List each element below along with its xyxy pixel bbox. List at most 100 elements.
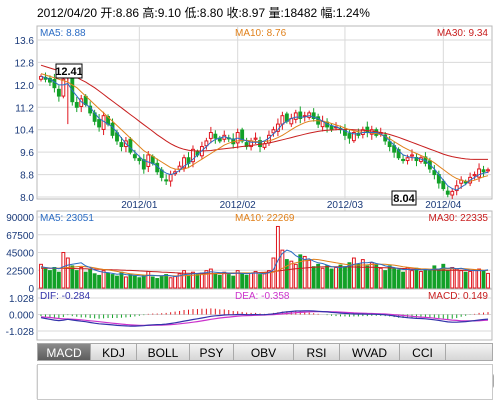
volume-bar <box>43 268 48 289</box>
volume-bar <box>360 259 365 289</box>
candle-body <box>182 157 186 169</box>
volume-bar <box>369 262 374 289</box>
volume-bar <box>235 270 240 289</box>
volume-bar <box>88 268 93 289</box>
candle-body <box>454 185 459 192</box>
candle-body <box>150 156 155 164</box>
price-y-tick: 13.6 <box>15 36 35 47</box>
candle-body <box>253 137 258 140</box>
volume-bar <box>427 270 432 289</box>
quote-header: 2012/04/20 开:8.86 高:9.10 低:8.80 收:8.97 量… <box>37 6 370 20</box>
candle-body <box>450 190 455 196</box>
candle-body <box>472 174 477 177</box>
volume-bar <box>405 266 410 289</box>
volume-bar <box>486 272 490 289</box>
volume-y-tick: 0 <box>28 284 34 295</box>
volume-bar <box>39 263 43 289</box>
volume-bar <box>48 270 52 289</box>
volume-bar <box>115 275 119 289</box>
candle-body <box>97 119 102 128</box>
time-navigator[interactable] <box>37 364 493 400</box>
candle-body <box>486 169 490 172</box>
volume-bar <box>441 263 446 289</box>
volume-bar <box>472 269 477 289</box>
candle-body <box>132 154 137 159</box>
volume-bar <box>119 271 124 289</box>
candle-body <box>244 142 249 148</box>
volume-bar <box>271 257 276 289</box>
candle-body <box>141 159 146 170</box>
candle-body <box>387 141 392 148</box>
candle-body <box>347 133 352 139</box>
candle-body <box>191 148 195 163</box>
tab-boll[interactable]: BOLL <box>137 343 190 361</box>
volume-bar <box>468 270 473 289</box>
tab-kdj[interactable]: KDJ <box>91 343 137 361</box>
volume-bar <box>410 270 414 289</box>
x-tick-label: 2012/03 <box>327 200 364 211</box>
x-tick-label: 2012/02 <box>220 200 257 211</box>
volume-bar <box>240 273 245 289</box>
ma30-line <box>40 64 488 160</box>
candle-body <box>137 158 142 162</box>
volume-y-tick: 67500 <box>6 231 34 242</box>
volume-bar <box>347 262 352 289</box>
ma10-legend: MA10: 8.76 <box>235 28 287 39</box>
tab-macd[interactable]: MACD <box>37 343 91 361</box>
price-panel <box>36 25 493 200</box>
volume-bar <box>275 225 280 289</box>
candle-body <box>280 115 285 125</box>
volume-bar <box>74 270 79 289</box>
candle-body <box>351 132 356 142</box>
price-y-tick: 12.8 <box>15 58 35 69</box>
volume-bar <box>123 276 128 289</box>
tab-cci[interactable]: CCI <box>400 343 446 361</box>
volume-bar <box>351 257 356 289</box>
volume-bar <box>311 266 316 289</box>
volume-bar <box>302 255 307 289</box>
tab-psy[interactable]: PSY <box>190 343 234 361</box>
candle-body <box>164 179 169 182</box>
tab-obv[interactable]: OBV <box>234 343 294 361</box>
volume-bar <box>97 274 102 289</box>
high-annotation-box <box>55 63 83 79</box>
volume-bar <box>164 274 169 289</box>
price-y-tick: 8.8 <box>20 171 34 182</box>
volume-ma30-legend: MA30: 22335 <box>429 213 489 224</box>
tab-rsi[interactable]: RSI <box>294 343 340 361</box>
candle-body <box>204 140 209 147</box>
macd-y-tick: 1.028 <box>9 294 34 305</box>
volume-bar <box>293 263 298 289</box>
volume-bar <box>65 257 70 289</box>
volume-bar <box>463 271 468 289</box>
volume-ma5-legend: MA5: 23051 <box>40 213 94 224</box>
volume-bar <box>249 272 254 289</box>
price-y-tick: 8.0 <box>20 193 34 204</box>
volume-bar <box>459 270 464 289</box>
candle-body <box>119 142 124 148</box>
macd-y-tick: 0.000 <box>9 311 34 322</box>
volume-bar <box>83 271 88 289</box>
candle-body <box>110 122 115 136</box>
candle-body <box>441 180 446 190</box>
volume-bar <box>182 270 186 289</box>
volume-bar <box>110 274 115 289</box>
volume-bar <box>334 266 338 289</box>
volume-bar <box>436 268 441 289</box>
volume-bar <box>477 268 481 289</box>
candle-body <box>271 129 276 134</box>
volume-bar <box>401 271 406 289</box>
volume-bar <box>284 259 289 289</box>
volume-bar <box>186 274 191 289</box>
volume-bar <box>56 271 61 289</box>
candle-body <box>258 140 262 148</box>
candle-body <box>329 125 334 131</box>
candle-body <box>445 190 450 195</box>
macd-y-tick: -1.028 <box>6 327 35 338</box>
tab-wvad[interactable]: WVAD <box>340 343 400 361</box>
volume-bar <box>213 273 218 289</box>
volume-bar <box>356 263 361 289</box>
dea-legend: DEA: -0.358 <box>235 291 290 302</box>
volume-bar <box>414 267 419 289</box>
